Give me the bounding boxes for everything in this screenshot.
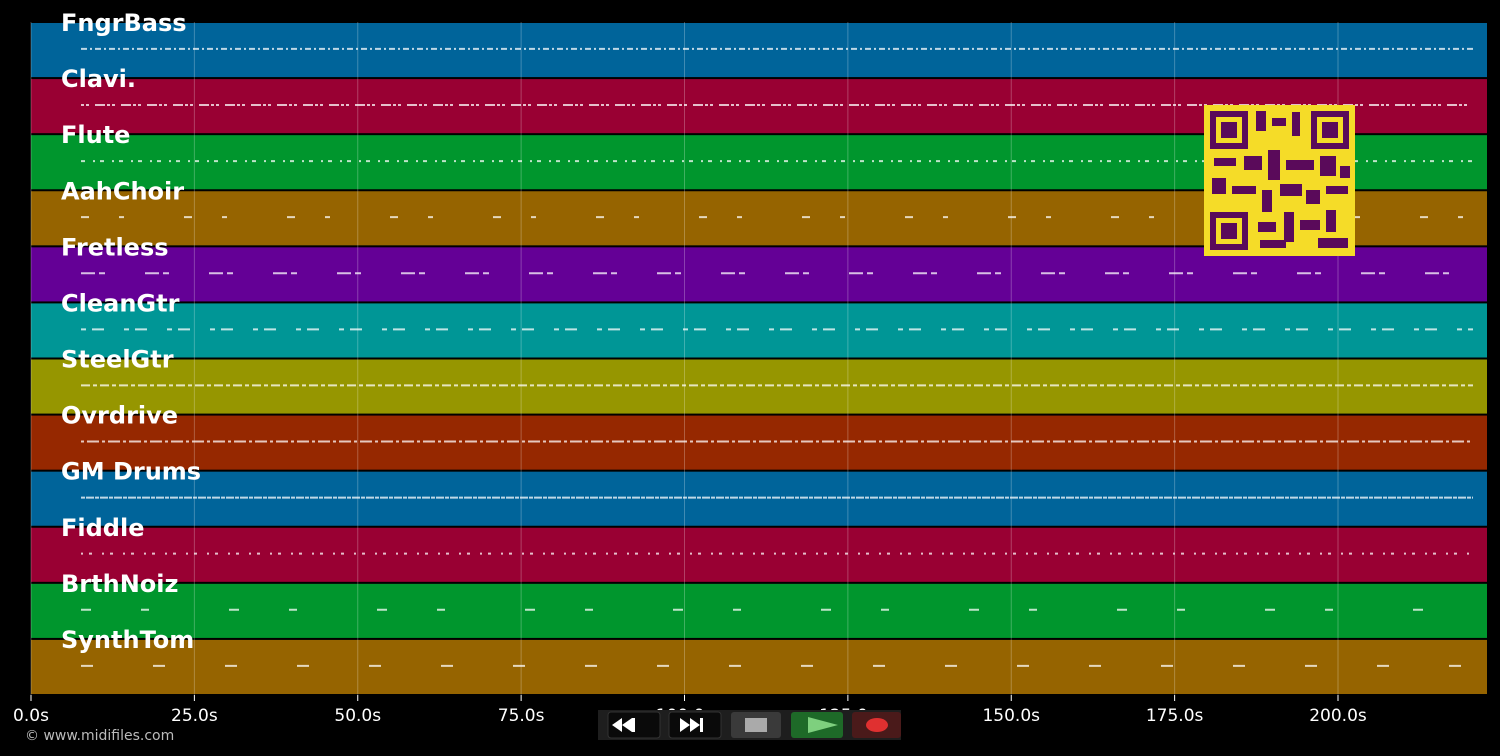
tick-label: 175.0s [1146, 706, 1204, 726]
track-lane [31, 471, 1487, 526]
track-name: Ovrdrive [61, 402, 178, 430]
transport-controls [598, 710, 901, 740]
stop-button[interactable] [731, 712, 781, 738]
tick-label: 75.0s [498, 706, 545, 726]
track-name: Flute [61, 121, 130, 149]
track-lane [31, 527, 1487, 582]
track-name: GM Drums [61, 458, 201, 486]
track-lane [31, 303, 1487, 358]
track-name: SteelGtr [61, 346, 174, 374]
track-name: BrthNoiz [61, 570, 178, 598]
track-name: Fiddle [61, 514, 144, 542]
track-name: SynthTom [61, 626, 194, 654]
track-lane [31, 359, 1487, 414]
tick-label: 25.0s [171, 706, 218, 726]
track-name: Fretless [61, 233, 169, 261]
track-lane [31, 23, 1487, 78]
track-lane [31, 247, 1487, 302]
track-labels: FngrBass Clavi. Flute AahChoir Fretless Clean… [61, 9, 201, 654]
track-lane [31, 639, 1487, 694]
copyright: © www.midifiles.com [25, 728, 174, 744]
track-name: AahChoir [61, 177, 184, 205]
tick-label: 50.0s [334, 706, 381, 726]
track-lane [31, 415, 1487, 470]
record-button[interactable] [852, 712, 901, 738]
track-name: Clavi. [61, 65, 136, 93]
track-name: CleanGtr [61, 289, 180, 317]
tick-label: 150.0s [982, 706, 1040, 726]
rewind-button[interactable] [607, 711, 661, 739]
play-button[interactable] [791, 712, 843, 738]
track-lane [31, 583, 1487, 638]
tick-label: 0.0s [13, 706, 49, 726]
tick-label: 200.0s [1309, 706, 1367, 726]
fast-forward-button[interactable] [668, 711, 722, 739]
qr-code [1204, 105, 1355, 256]
track-name: FngrBass [61, 9, 187, 37]
